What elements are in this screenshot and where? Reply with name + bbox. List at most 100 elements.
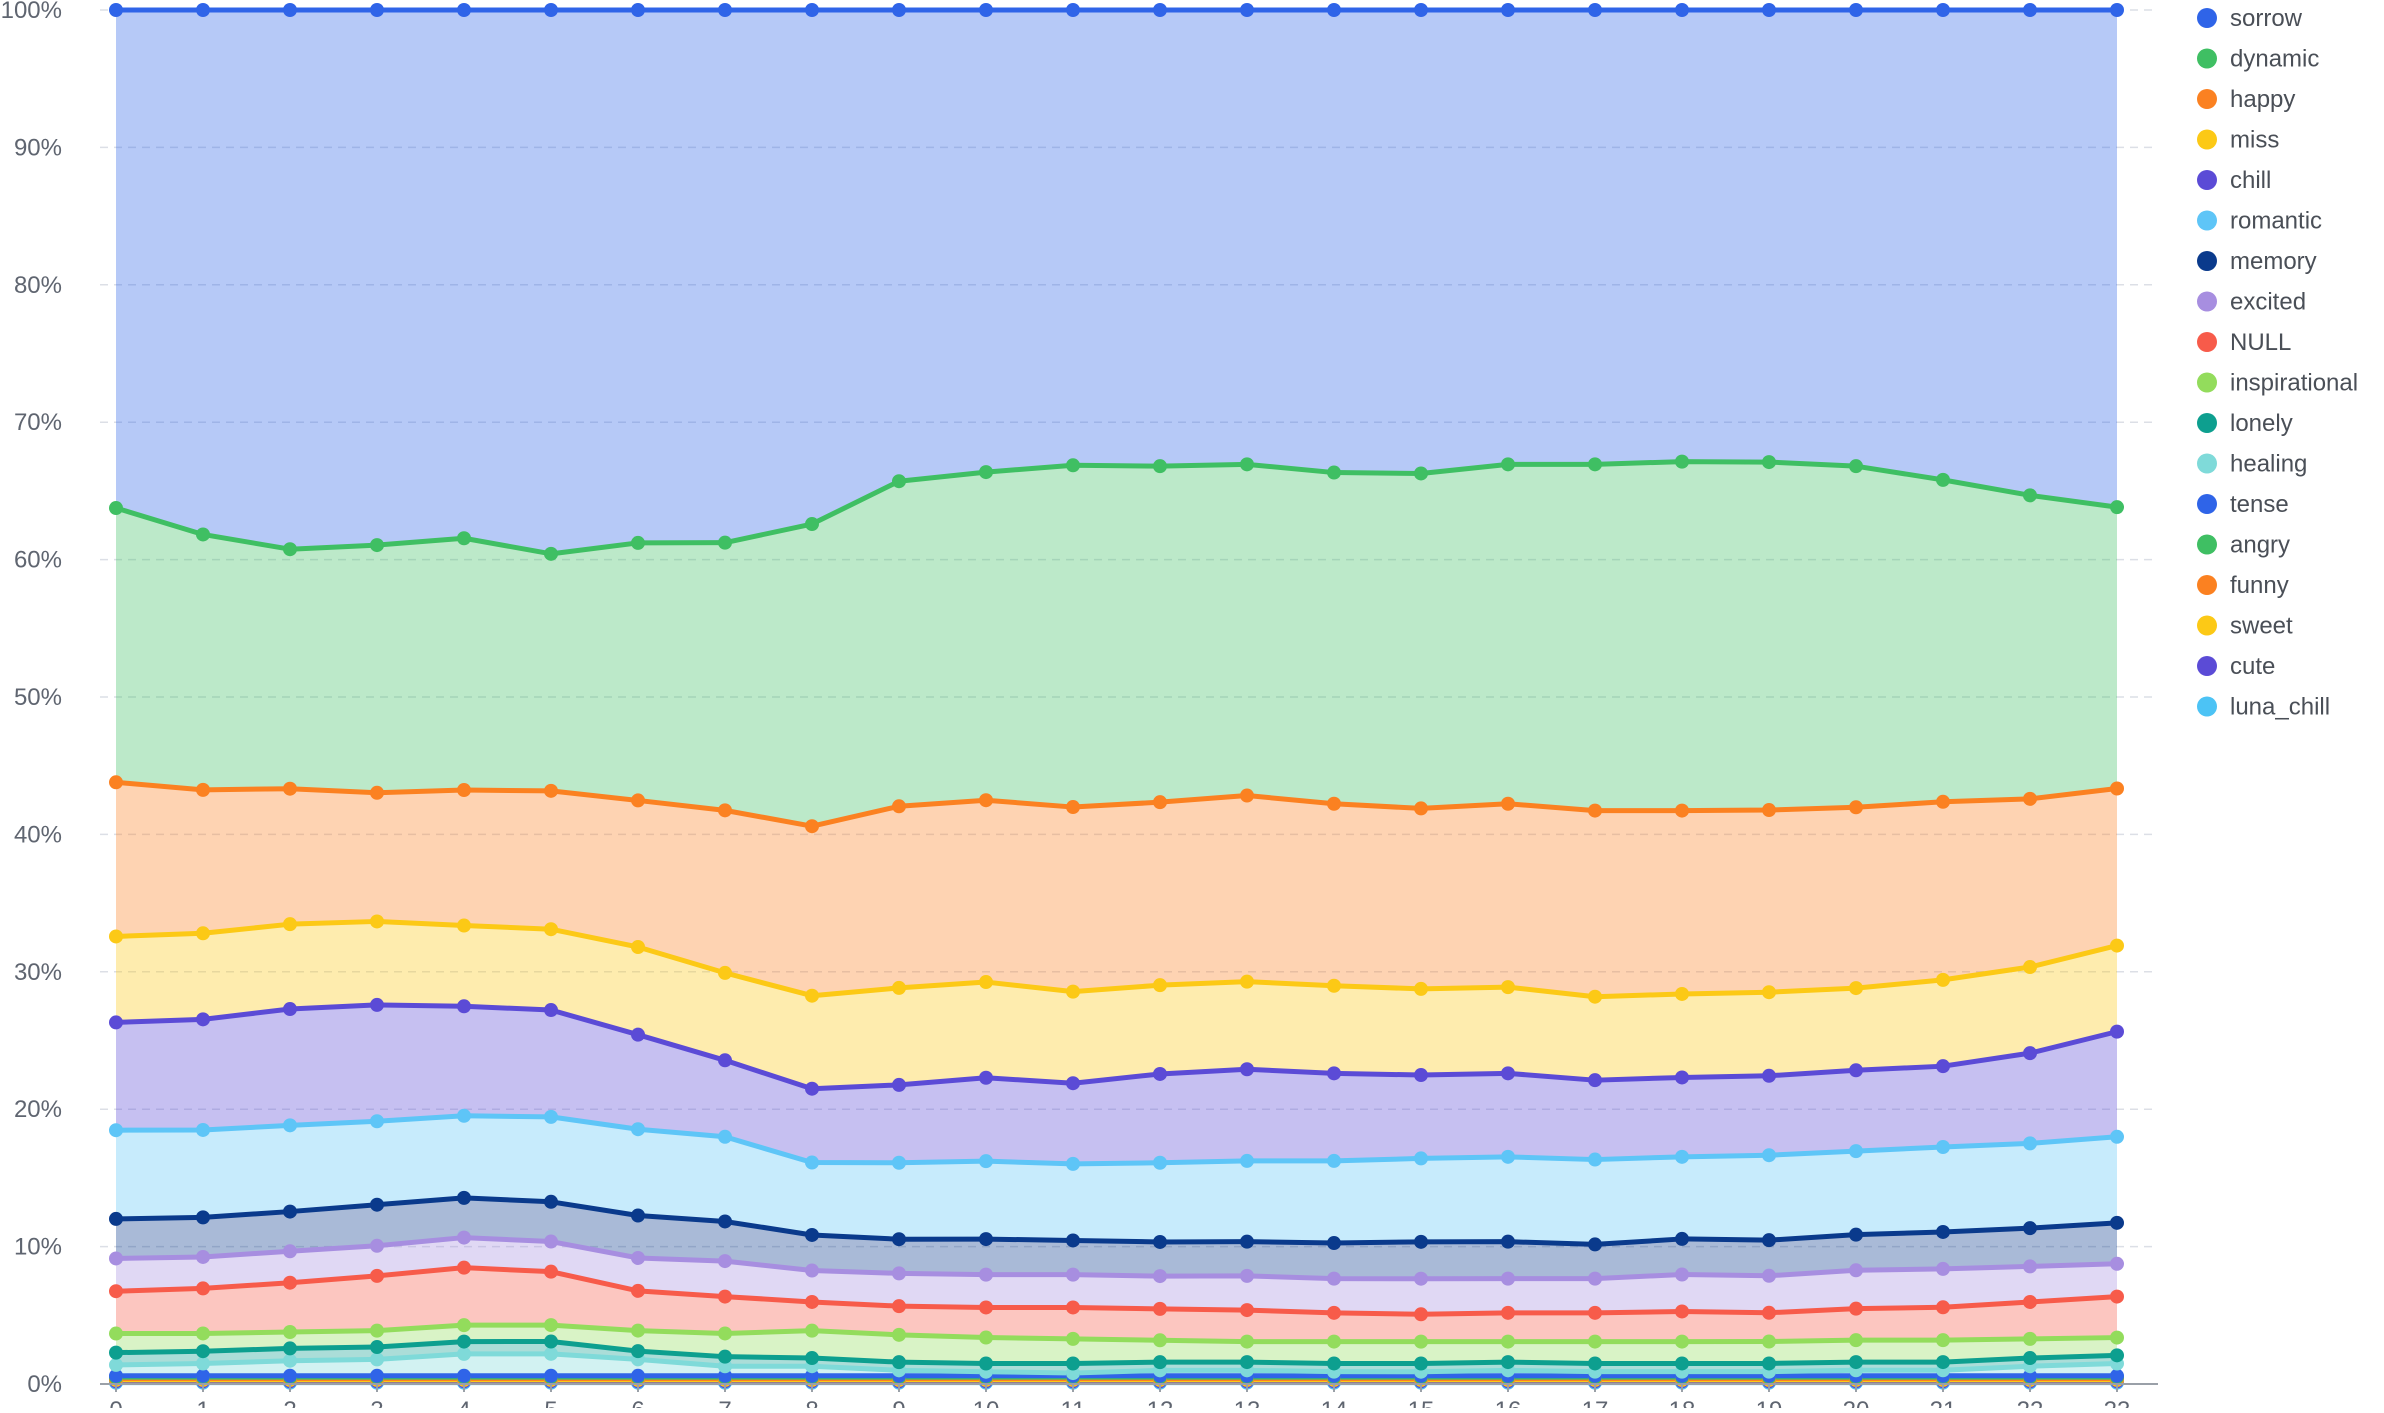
point-excited[interactable]: [1675, 1268, 1689, 1282]
point-chill[interactable]: [718, 1053, 732, 1067]
point-excited[interactable]: [283, 1244, 297, 1258]
point-chill[interactable]: [457, 999, 471, 1013]
point-miss[interactable]: [1414, 982, 1428, 996]
point-memory[interactable]: [196, 1210, 210, 1224]
point-sorrow[interactable]: [544, 3, 558, 17]
point-dynamic[interactable]: [457, 531, 471, 545]
point-miss[interactable]: [370, 914, 384, 928]
point-healing[interactable]: [283, 1354, 297, 1368]
point-romantic[interactable]: [1414, 1151, 1428, 1165]
point-memory[interactable]: [805, 1228, 819, 1242]
point-romantic[interactable]: [1588, 1153, 1602, 1167]
point-dynamic[interactable]: [1327, 466, 1341, 480]
point-chill[interactable]: [2023, 1046, 2037, 1060]
point-romantic[interactable]: [370, 1114, 384, 1128]
point-excited[interactable]: [1414, 1272, 1428, 1286]
point-inspirational[interactable]: [1327, 1335, 1341, 1349]
point-happy[interactable]: [1240, 789, 1254, 803]
point-dynamic[interactable]: [109, 501, 123, 515]
point-inspirational[interactable]: [2110, 1331, 2124, 1345]
point-miss[interactable]: [457, 919, 471, 933]
legend-item-null[interactable]: NULL: [2197, 329, 2291, 356]
point-lonely[interactable]: [544, 1335, 558, 1349]
point-null[interactable]: [2023, 1295, 2037, 1309]
point-null[interactable]: [1501, 1306, 1515, 1320]
point-sorrow[interactable]: [109, 3, 123, 17]
point-chill[interactable]: [109, 1015, 123, 1029]
point-null[interactable]: [544, 1265, 558, 1279]
point-memory[interactable]: [1153, 1235, 1167, 1249]
point-dynamic[interactable]: [1936, 473, 1950, 487]
point-dynamic[interactable]: [544, 547, 558, 561]
point-romantic[interactable]: [1936, 1140, 1950, 1154]
point-memory[interactable]: [1675, 1232, 1689, 1246]
legend-item-happy[interactable]: happy: [2197, 86, 2295, 113]
point-excited[interactable]: [1588, 1272, 1602, 1286]
point-chill[interactable]: [544, 1003, 558, 1017]
point-happy[interactable]: [1153, 795, 1167, 809]
point-memory[interactable]: [718, 1214, 732, 1228]
point-happy[interactable]: [892, 799, 906, 813]
point-inspirational[interactable]: [1501, 1335, 1515, 1349]
point-happy[interactable]: [457, 783, 471, 797]
legend-item-healing[interactable]: healing: [2197, 451, 2307, 478]
point-dynamic[interactable]: [1153, 459, 1167, 473]
point-dynamic[interactable]: [1675, 455, 1689, 469]
point-sorrow[interactable]: [283, 3, 297, 17]
point-miss[interactable]: [1501, 980, 1515, 994]
point-lonely[interactable]: [1675, 1356, 1689, 1370]
point-dynamic[interactable]: [1240, 457, 1254, 471]
legend-item-romantic[interactable]: romantic: [2197, 208, 2322, 235]
point-lonely[interactable]: [283, 1341, 297, 1355]
point-null[interactable]: [1849, 1302, 1863, 1316]
point-romantic[interactable]: [544, 1110, 558, 1124]
point-memory[interactable]: [892, 1232, 906, 1246]
point-null[interactable]: [457, 1261, 471, 1275]
point-romantic[interactable]: [457, 1109, 471, 1123]
point-romantic[interactable]: [2110, 1130, 2124, 1144]
point-romantic[interactable]: [1153, 1156, 1167, 1170]
point-sorrow[interactable]: [1501, 3, 1515, 17]
point-excited[interactable]: [1849, 1263, 1863, 1277]
point-lonely[interactable]: [1066, 1356, 1080, 1370]
point-miss[interactable]: [1588, 990, 1602, 1004]
point-excited[interactable]: [892, 1266, 906, 1280]
point-miss[interactable]: [1762, 985, 1776, 999]
point-inspirational[interactable]: [283, 1325, 297, 1339]
point-null[interactable]: [196, 1281, 210, 1295]
point-tense[interactable]: [457, 1369, 471, 1383]
point-inspirational[interactable]: [1588, 1335, 1602, 1349]
point-memory[interactable]: [1849, 1228, 1863, 1242]
point-lonely[interactable]: [1936, 1355, 1950, 1369]
point-inspirational[interactable]: [109, 1327, 123, 1341]
point-lonely[interactable]: [196, 1344, 210, 1358]
point-chill[interactable]: [1153, 1067, 1167, 1081]
point-null[interactable]: [718, 1290, 732, 1304]
point-chill[interactable]: [1414, 1068, 1428, 1082]
point-sorrow[interactable]: [631, 3, 645, 17]
point-sorrow[interactable]: [1588, 3, 1602, 17]
point-inspirational[interactable]: [805, 1324, 819, 1338]
point-inspirational[interactable]: [1153, 1333, 1167, 1347]
legend-item-angry[interactable]: angry: [2197, 532, 2290, 559]
point-null[interactable]: [370, 1269, 384, 1283]
point-dynamic[interactable]: [1762, 455, 1776, 469]
point-memory[interactable]: [1501, 1235, 1515, 1249]
point-lonely[interactable]: [1414, 1356, 1428, 1370]
point-chill[interactable]: [892, 1078, 906, 1092]
point-null[interactable]: [1414, 1307, 1428, 1321]
point-inspirational[interactable]: [1762, 1335, 1776, 1349]
point-lonely[interactable]: [979, 1356, 993, 1370]
point-miss[interactable]: [109, 929, 123, 943]
legend-item-memory[interactable]: memory: [2197, 248, 2317, 275]
point-romantic[interactable]: [1849, 1144, 1863, 1158]
point-miss[interactable]: [1327, 979, 1341, 993]
point-null[interactable]: [805, 1295, 819, 1309]
legend-item-lonely[interactable]: lonely: [2197, 410, 2293, 437]
point-inspirational[interactable]: [1675, 1335, 1689, 1349]
point-sorrow[interactable]: [1762, 3, 1776, 17]
point-sorrow[interactable]: [979, 3, 993, 17]
point-dynamic[interactable]: [1414, 466, 1428, 480]
point-chill[interactable]: [1327, 1066, 1341, 1080]
legend-item-inspirational[interactable]: inspirational: [2197, 370, 2358, 397]
